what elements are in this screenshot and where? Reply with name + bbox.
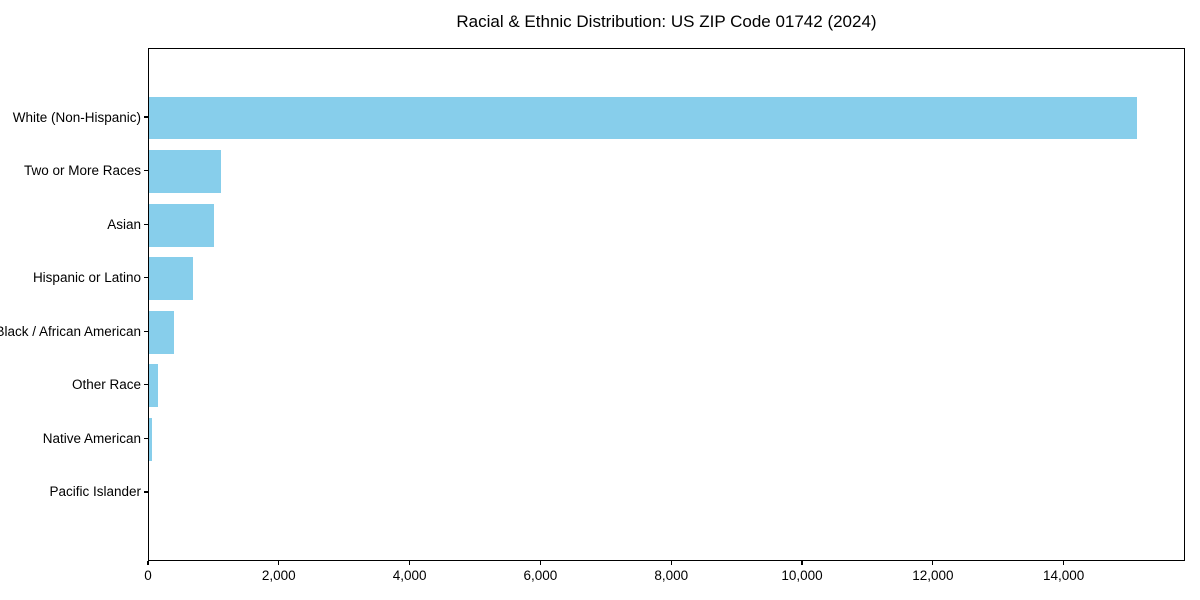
bar: [149, 203, 215, 247]
x-tick-label: 6,000: [523, 568, 558, 583]
y-tick-label: Hispanic or Latino: [32, 270, 141, 286]
bar: [149, 310, 174, 354]
x-tick-mark: [278, 561, 280, 565]
bar: [149, 257, 193, 301]
x-tick-mark: [147, 561, 149, 565]
y-tick-mark: [144, 437, 148, 439]
x-tick-mark: [801, 561, 803, 565]
y-tick-mark: [144, 170, 148, 172]
y-tick-label: White (Non-Hispanic): [12, 109, 141, 125]
y-tick-mark: [144, 330, 148, 332]
y-tick-mark: [144, 491, 148, 493]
y-tick-mark: [144, 277, 148, 279]
y-tick-mark: [144, 223, 148, 225]
y-tick-label: Black / African American: [0, 323, 141, 339]
x-tick-mark: [670, 561, 672, 565]
y-tick-label: Other Race: [71, 377, 141, 393]
bar: [149, 150, 221, 194]
x-tick-label: 8,000: [654, 568, 689, 583]
x-tick-label: 0: [144, 568, 152, 583]
x-tick-mark: [1063, 561, 1065, 565]
plot-area: [148, 48, 1185, 561]
x-tick-label: 12,000: [912, 568, 954, 583]
bar: [149, 417, 152, 461]
y-tick-mark: [144, 116, 148, 118]
bar: [149, 364, 158, 408]
y-tick-label: Native American: [42, 430, 141, 446]
x-tick-mark: [539, 561, 542, 565]
x-tick-label: 2,000: [261, 568, 296, 583]
y-tick-label: Two or More Races: [23, 163, 141, 179]
bar: [149, 96, 1137, 140]
y-tick-mark: [144, 384, 148, 386]
y-tick-label: Asian: [107, 216, 141, 232]
chart-title: Racial & Ethnic Distribution: US ZIP Cod…: [456, 12, 877, 31]
x-tick-mark: [932, 561, 934, 565]
x-tick-label: 10,000: [781, 568, 823, 583]
x-tick-label: 14,000: [1043, 568, 1085, 583]
x-tick-mark: [409, 561, 411, 565]
y-tick-label: Pacific Islander: [49, 484, 141, 500]
x-tick-label: 4,000: [392, 568, 427, 583]
